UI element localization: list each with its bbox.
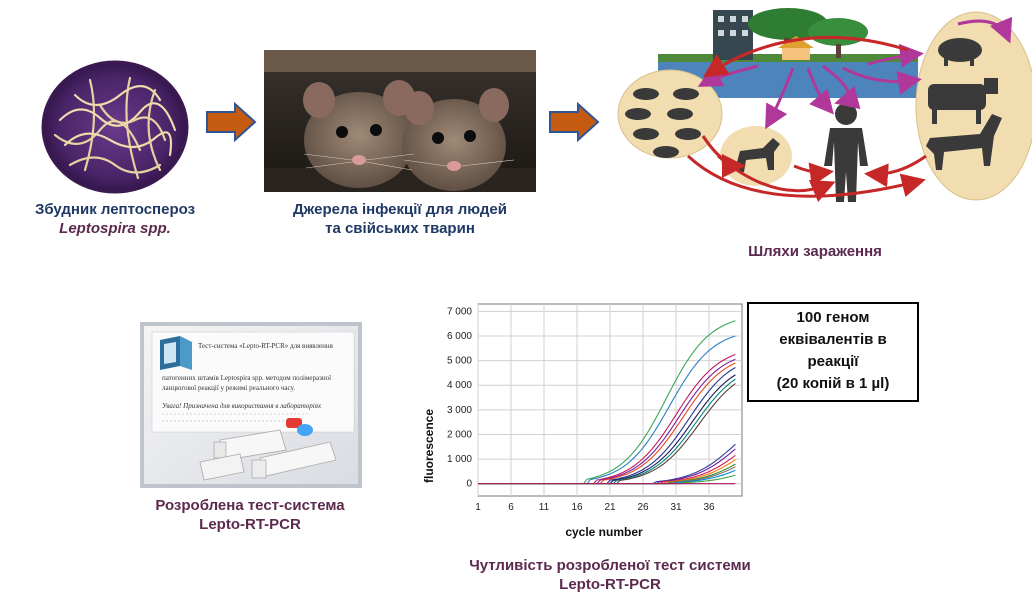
sensitivity-line4: (20 копій в 1 µl) — [776, 375, 890, 392]
rats-photo — [264, 50, 536, 192]
y-tick-label: 3 000 — [447, 405, 472, 416]
package-note: Увага! Призначена для використання в лаб… — [162, 402, 322, 410]
y-tick-label: 5 000 — [447, 356, 472, 367]
x-tick-label: 21 — [604, 502, 616, 513]
test-kit-photo: Тест-система «Lepto-RT-PCR» для виявленн… — [140, 322, 362, 488]
sources-caption-line1: Джерела інфекції для людей — [293, 201, 507, 218]
sensitivity-line1: 100 геном — [796, 309, 870, 326]
flow-arrow-2 — [549, 102, 600, 142]
sensitivity-box: 100 геном еквівалентів в реакції (20 коп… — [747, 302, 919, 402]
testkit-caption-line2: Lepto-RT-PCR — [199, 516, 301, 533]
pathogen-caption-line1: Збудник лептоспероз — [34, 201, 196, 218]
package-title: Тест-система «Lepto-RT-PCR» для виявленн… — [198, 342, 334, 350]
sources-caption: Джерела інфекції для людей та свійських … — [270, 200, 530, 238]
x-tick-label: 1 — [475, 502, 481, 513]
x-tick-label: 16 — [571, 502, 583, 513]
package-line2: патогенних штамів Leptospira spp. методо… — [162, 374, 331, 382]
chart-ylabel: fluorescence — [422, 409, 436, 483]
pathogen-caption-line2: Leptospira spp. — [59, 220, 171, 237]
transmission-routes-diagram — [617, 8, 1032, 203]
routes-caption-text: Шляхи зараження — [748, 243, 882, 260]
y-tick-label: 4 000 — [447, 380, 472, 391]
x-tick-label: 11 — [539, 502, 550, 513]
testkit-caption-line1: Розроблена тест-система — [155, 497, 345, 514]
x-tick-label: 31 — [670, 502, 682, 513]
y-tick-label: 6 000 — [447, 331, 472, 342]
chart-caption: Чутливість розробленої тест системи Lept… — [430, 556, 790, 594]
y-tick-label: 1 000 — [447, 454, 472, 465]
sensitivity-line3: реакції — [807, 353, 859, 370]
sources-caption-line2: та свійських тварин — [325, 220, 475, 237]
sensitivity-line2: еквівалентів в — [779, 331, 887, 348]
x-tick-label: 6 — [508, 502, 514, 513]
routes-caption: Шляхи зараження — [700, 242, 930, 261]
pathogen-caption: Збудник лептоспероз Leptospira spp. — [0, 200, 230, 238]
chart-caption-line1: Чутливість розробленої тест системи — [469, 557, 751, 574]
testkit-caption: Розроблена тест-система Lepto-RT-PCR — [120, 496, 380, 534]
chart-xlabel: cycle number — [565, 525, 643, 539]
package-line3: ланцюгової реакції у режимі реального ча… — [162, 384, 295, 392]
y-tick-label: 0 — [466, 479, 472, 490]
chart-caption-line2: Lepto-RT-PCR — [559, 576, 661, 593]
x-tick-label: 36 — [703, 502, 715, 513]
y-tick-label: 7 000 — [447, 306, 472, 317]
leptospira-image — [41, 60, 189, 194]
y-tick-label: 2 000 — [447, 429, 472, 440]
x-tick-label: 26 — [637, 502, 649, 513]
flow-arrow-1 — [206, 102, 257, 142]
